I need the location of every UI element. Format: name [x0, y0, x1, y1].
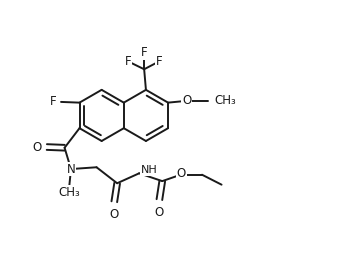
Text: O: O [177, 167, 186, 180]
Text: O: O [110, 208, 119, 221]
Text: NH: NH [141, 165, 158, 175]
Text: O: O [32, 140, 41, 153]
Text: O: O [155, 206, 164, 219]
Text: N: N [67, 163, 75, 176]
Text: O: O [182, 94, 192, 107]
Text: F: F [156, 55, 162, 68]
Text: F: F [141, 46, 147, 59]
Text: F: F [125, 55, 131, 68]
Text: F: F [50, 95, 57, 108]
Text: CH₃: CH₃ [58, 186, 80, 199]
Text: CH₃: CH₃ [214, 94, 236, 107]
